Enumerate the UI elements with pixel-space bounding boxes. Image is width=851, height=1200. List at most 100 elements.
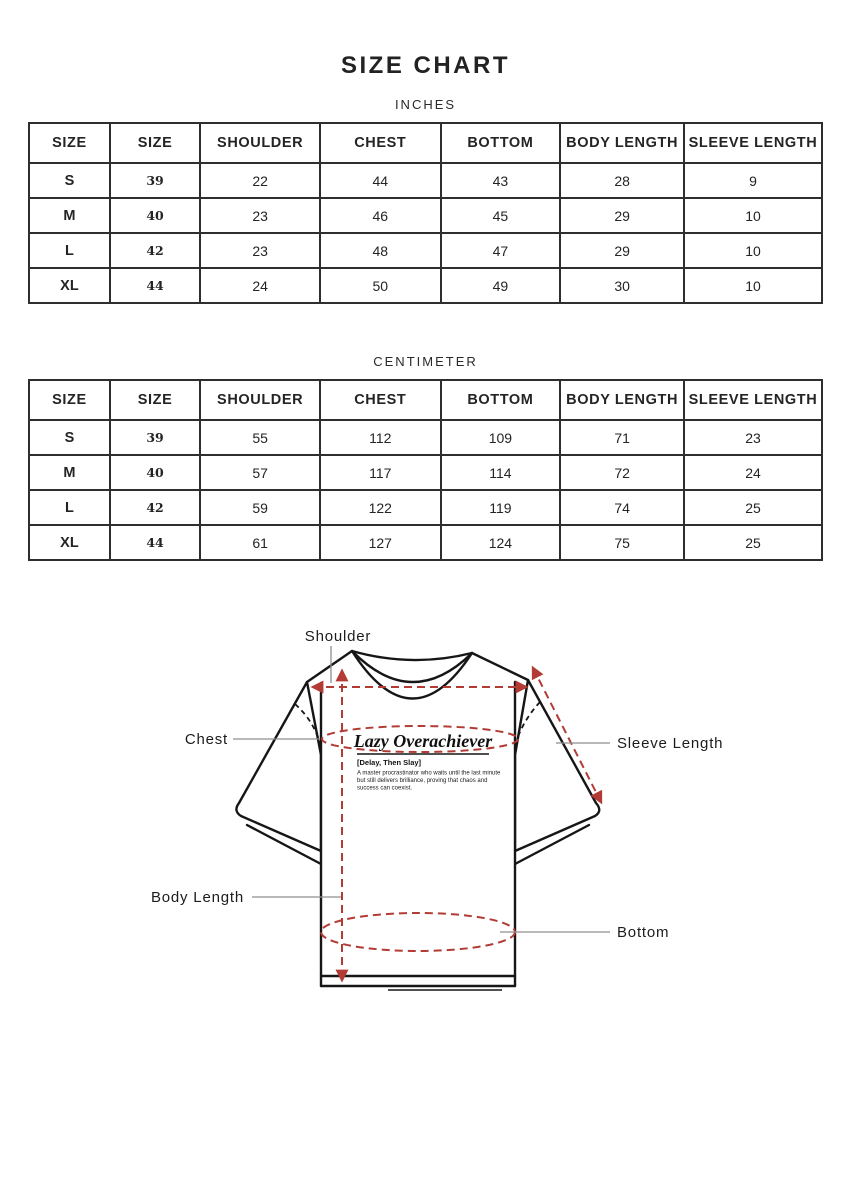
chest-label: Chest xyxy=(185,731,228,748)
chest-ellipse xyxy=(321,725,519,753)
column-header: SLEEVE LENGTH xyxy=(682,122,824,164)
body-fill xyxy=(321,682,515,986)
cell: 55 xyxy=(199,419,321,456)
cell: 42 xyxy=(108,232,202,269)
cell: XL xyxy=(28,524,111,561)
table-row: XL 44 61 127 124 75 25 xyxy=(28,524,824,561)
column-header: BODY LENGTH xyxy=(559,379,685,421)
print-desc-line: success can coexist. xyxy=(357,786,412,792)
body-length-label: Body Length xyxy=(151,889,244,906)
cell: 22 xyxy=(199,162,321,199)
cell: 10 xyxy=(682,232,824,269)
cell: 127 xyxy=(319,524,442,561)
cell: 47 xyxy=(439,232,562,269)
cell: 109 xyxy=(439,419,562,456)
table-row: S 39 55 112 109 71 23 xyxy=(28,419,824,456)
tshirt-body xyxy=(305,649,530,991)
cell: 49 xyxy=(439,267,562,304)
cell: 75 xyxy=(559,524,685,561)
cell: 48 xyxy=(319,232,442,269)
cell: 40 xyxy=(108,197,202,234)
cell: 112 xyxy=(319,419,442,456)
cell: S xyxy=(28,162,111,199)
cell: M xyxy=(28,454,111,491)
column-header: CHEST xyxy=(319,379,442,421)
cell: 44 xyxy=(319,162,442,199)
table-header: SIZE SIZE SHOULDER CHEST BOTTOM BODY LENGTH SL… xyxy=(28,379,824,421)
cell: 29 xyxy=(559,232,685,269)
column-header: SLEEVE LENGTH xyxy=(682,379,824,421)
size-table-centimeter: SIZE SIZE SHOULDER CHEST BOTTOM BODY LENGTH SL… xyxy=(28,379,824,561)
cell: 24 xyxy=(199,267,321,304)
cell: S xyxy=(28,419,111,456)
cell: 10 xyxy=(682,197,824,234)
column-header: SIZE xyxy=(28,122,111,164)
header-row: SIZE SIZE SHOULDER CHEST BOTTOM BODY LENGTH SL… xyxy=(28,379,824,421)
cell: 74 xyxy=(559,489,685,526)
left-shoulder-slope xyxy=(305,649,354,684)
left-sleeve xyxy=(235,680,323,853)
cell: 117 xyxy=(319,454,442,491)
table-header: SIZE SIZE SHOULDER CHEST BOTTOM BODY LENGTH SL… xyxy=(28,122,824,164)
column-header: BODY LENGTH xyxy=(559,122,685,164)
table-row: M 40 23 46 45 29 10 xyxy=(28,197,824,234)
print-subtitle: [Delay, Then Slay] xyxy=(357,758,422,767)
print-title: Lazy Overachiever xyxy=(353,731,493,751)
diagram-labels: Shoulder Chest Sleeve Length Body Length… xyxy=(151,628,723,941)
cell: 29 xyxy=(559,197,685,234)
cell: 122 xyxy=(319,489,442,526)
shirt-print: Lazy Overachiever [Delay, Then Slay] A m… xyxy=(353,731,501,792)
cell: M xyxy=(28,197,111,234)
right-cuff-seam xyxy=(513,823,591,866)
cell: 44 xyxy=(108,524,202,561)
print-desc-line: A master procrastinator who waits until … xyxy=(357,771,501,777)
table-row: L 42 59 122 119 74 25 xyxy=(28,489,824,526)
cell: 25 xyxy=(682,524,824,561)
cell: L xyxy=(28,489,111,526)
collar-front-neckline xyxy=(350,649,474,700)
column-header: BOTTOM xyxy=(439,379,562,421)
left-armhole-stitch xyxy=(294,703,321,744)
column-header: SIZE xyxy=(108,122,202,164)
cell: 59 xyxy=(199,489,321,526)
shoulder-label: Shoulder xyxy=(305,628,371,645)
unit-label-inches: INCHES xyxy=(394,97,457,112)
tshirt-diagram-svg: Lazy Overachiever [Delay, Then Slay] A m… xyxy=(151,628,723,991)
cell: 40 xyxy=(108,454,202,491)
cell: 114 xyxy=(439,454,562,491)
column-header: SIZE xyxy=(108,379,202,421)
cell: 50 xyxy=(319,267,442,304)
collar-back-neck xyxy=(350,649,474,662)
column-header: CHEST xyxy=(319,122,442,164)
cell: 44 xyxy=(108,267,202,304)
measurement-diagram: Lazy Overachiever [Delay, Then Slay] A m… xyxy=(0,605,851,1050)
cell: 10 xyxy=(682,267,824,304)
cell: 43 xyxy=(439,162,562,199)
column-header: BOTTOM xyxy=(439,122,562,164)
cell: 39 xyxy=(108,419,202,456)
table-body: S 39 55 112 109 71 23 M 40 57 117 114 72 24 L 42 59 122 11… xyxy=(28,419,824,561)
cell: 25 xyxy=(682,489,824,526)
bottom-label: Bottom xyxy=(617,924,669,941)
cell: 28 xyxy=(559,162,685,199)
cell: 24 xyxy=(682,454,824,491)
cell: 46 xyxy=(319,197,442,234)
cell: XL xyxy=(28,267,111,304)
sleeve-length-label: Sleeve Length xyxy=(617,735,723,752)
cell: 23 xyxy=(199,232,321,269)
column-header: SHOULDER xyxy=(199,379,321,421)
cell: 39 xyxy=(108,162,202,199)
page-title: SIZE CHART xyxy=(341,52,510,79)
table-body: S 39 22 44 43 28 9 M 40 23 46 45 29 10 L 42 23 48 47 29 10 XL… xyxy=(28,162,824,304)
table-row: M 40 57 117 114 72 24 xyxy=(28,454,824,491)
table-row: L 42 23 48 47 29 10 xyxy=(28,232,824,269)
cell: 23 xyxy=(682,419,824,456)
cell: 61 xyxy=(199,524,321,561)
cell: 119 xyxy=(439,489,562,526)
right-shoulder-slope xyxy=(470,651,530,682)
size-table-inches: SIZE SIZE SHOULDER CHEST BOTTOM BODY LENGTH SL… xyxy=(28,122,824,304)
left-cuff-seam xyxy=(245,823,323,866)
cell: 57 xyxy=(199,454,321,491)
cell: 124 xyxy=(439,524,562,561)
